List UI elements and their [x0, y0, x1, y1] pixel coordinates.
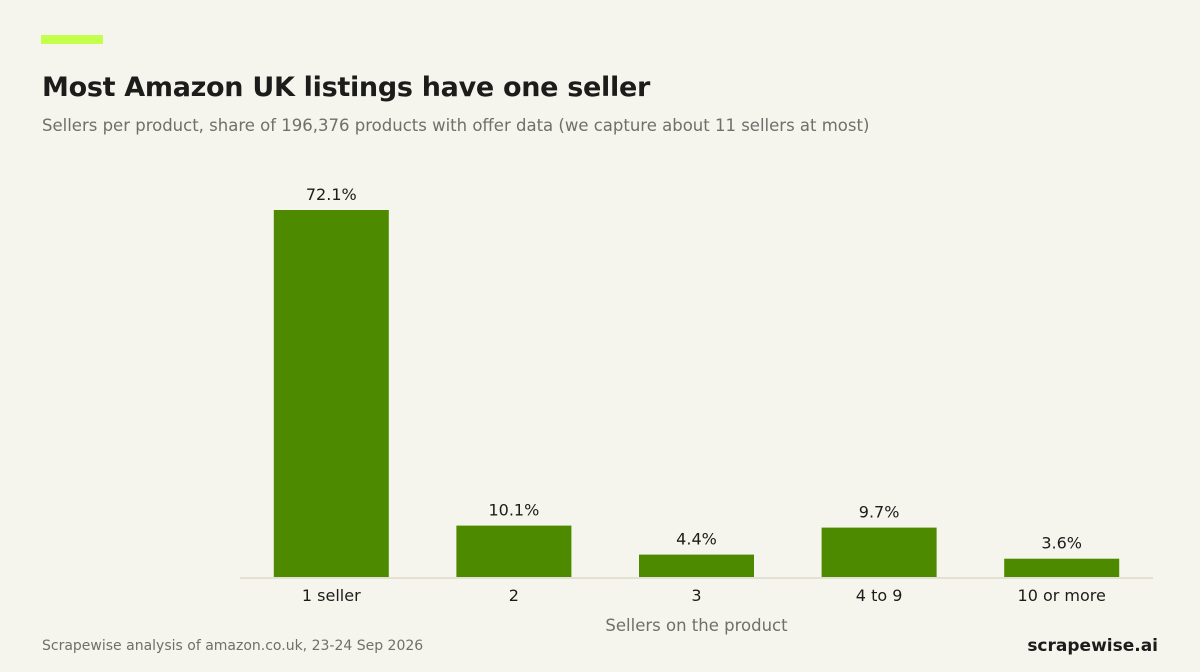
source-note: Scrapewise analysis of amazon.co.uk, 23-…	[42, 638, 424, 654]
bar-value-label: 4.4%	[676, 530, 717, 549]
bar-2	[456, 525, 572, 577]
x-tick-label: 10 or more	[1018, 586, 1106, 605]
bar-value-label: 10.1%	[488, 501, 539, 520]
x-tick-label: 2	[509, 586, 519, 605]
x-tick-label: 1 seller	[302, 586, 361, 605]
x-tick-label: 4 to 9	[856, 586, 903, 605]
chart-subtitle: Sellers per product, share of 196,376 pr…	[42, 116, 870, 135]
labels-group: 72.1% 1 seller 10.1% 2 4.4% 3 9.7% 4 to 9 3.6% 10…	[302, 185, 1106, 605]
bar-value-label: 9.7%	[859, 503, 900, 522]
x-axis-title: Sellers on the product	[605, 616, 788, 635]
bar-1	[273, 210, 389, 577]
bar-3	[639, 554, 754, 577]
bar-value-label: 72.1%	[306, 185, 357, 204]
accent-bar	[41, 35, 103, 44]
bar-4	[821, 527, 937, 577]
bar-value-label: 3.6%	[1041, 534, 1082, 553]
bars-group	[273, 210, 1120, 577]
brand-logo-text: scrapewise.ai	[1027, 636, 1158, 656]
x-tick-label: 3	[691, 586, 701, 605]
bar-5	[1004, 558, 1120, 577]
chart-title: Most Amazon UK listings have one seller	[42, 72, 650, 103]
